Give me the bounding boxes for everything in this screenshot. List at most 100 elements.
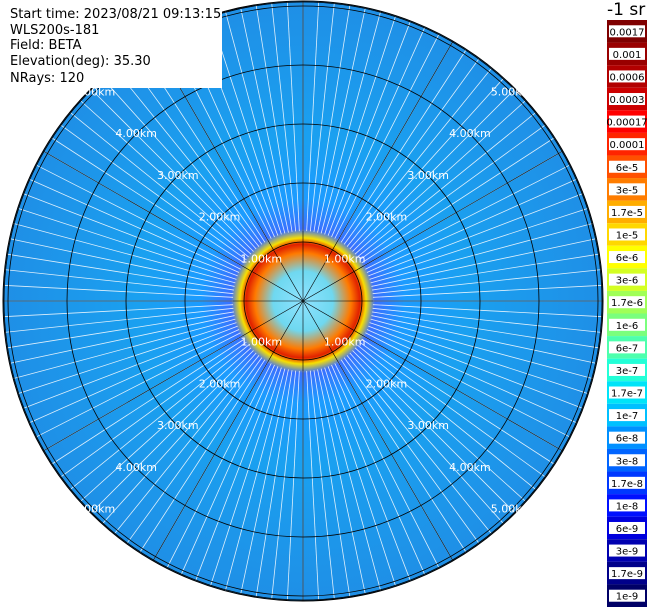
colorbar-tick-label: 0.0003	[610, 95, 645, 106]
ray-gap	[324, 15, 397, 235]
ray-gap	[22, 193, 238, 277]
colorbar-tick-label: 0.0006	[610, 72, 645, 83]
ray-gap	[166, 363, 272, 569]
azimuth-spoke	[302, 300, 563, 452]
ray-gap	[6, 253, 234, 291]
ray-gap	[372, 304, 603, 318]
ray-gap	[255, 4, 293, 232]
colorbar-tick-label: 3e-8	[616, 456, 639, 467]
colorbar-label-bg	[609, 251, 645, 264]
colorbar-label-bg	[609, 115, 645, 128]
ray-gap	[365, 164, 571, 270]
ray-gap	[313, 4, 351, 232]
colorbar-label-bg	[609, 205, 645, 218]
colorbar-tick-label: 6e-9	[616, 524, 639, 535]
ray-gap	[51, 137, 245, 264]
ray-gap	[79, 347, 252, 503]
range-ring-labels: 1.00km 1.00km 1.00km 1.00km 2.00km 2.00km 2.00…	[74, 85, 533, 515]
ray-gap	[69, 344, 249, 491]
colorbar-label-bg	[609, 70, 645, 83]
range-ring-label: 5.00km	[491, 503, 533, 516]
ray-gap	[139, 359, 266, 553]
colorbar-label-bg	[609, 318, 645, 331]
ray-gap	[320, 11, 382, 234]
range-ring-label: 3.00km	[157, 169, 199, 182]
ray-gap	[51, 338, 245, 465]
ray-gap	[35, 164, 241, 270]
colorbar-label-bg	[609, 47, 645, 60]
ray-gap	[90, 350, 254, 514]
ray-gap	[331, 26, 426, 238]
colorbar-tick-label: 6e-6	[616, 253, 639, 264]
ray-gap	[369, 322, 589, 395]
colorbar-tick-label: 0.0017	[610, 27, 645, 38]
ray-gap	[126, 357, 263, 544]
colorbar-tick-label: 1e-7	[616, 411, 639, 422]
ray-gap	[101, 352, 257, 525]
colorbar-tick-label: 3e-7	[616, 366, 639, 377]
ray-gap	[317, 369, 366, 595]
range-ring-label: 2.00km	[199, 377, 241, 390]
colorbar-label-bg	[609, 544, 645, 557]
range-ring-label: 2.00km	[366, 211, 408, 224]
colorbar-tick-label: 3e-9	[616, 547, 639, 558]
ray-gap	[357, 344, 537, 491]
info-box	[8, 6, 222, 88]
ray-gap	[3, 284, 234, 298]
colorbar-label-bg	[609, 567, 645, 580]
ray-gap	[286, 370, 300, 601]
range-ring-label: 5.00km	[74, 503, 116, 516]
colorbar-label-bg	[609, 499, 645, 512]
colorbar-tick-label: 6e-8	[616, 434, 639, 445]
ray-gap	[349, 77, 505, 250]
ray-gap	[346, 67, 493, 247]
colorbar-label-bg	[609, 363, 645, 376]
nrays-text: NRays: 120	[10, 71, 85, 86]
ray-gap	[369, 207, 589, 280]
ray-gap	[372, 311, 600, 349]
ray-gap	[60, 124, 247, 261]
ray-gap	[334, 33, 440, 239]
ray-gap	[224, 11, 286, 234]
range-ring-label: 3.00km	[407, 169, 449, 182]
ray-gap	[113, 355, 260, 535]
ray-gap	[349, 352, 505, 525]
colorbar-label-bg	[609, 296, 645, 309]
range-ring-label: 2.00km	[366, 377, 408, 390]
azimuth-spoke	[43, 300, 304, 452]
ray-gap	[286, 1, 300, 232]
ray-gap	[361, 137, 555, 264]
ray-gap	[366, 178, 578, 273]
ray-gap	[320, 368, 382, 591]
ray-gap	[324, 367, 397, 587]
colorbar-label-bg	[609, 409, 645, 422]
colorbar-tick-label: 1e-8	[616, 501, 639, 512]
range-ring-label: 4.00km	[115, 127, 157, 140]
ray-gap	[90, 88, 254, 252]
ray-gap	[6, 311, 234, 349]
colorbar-label-bg	[609, 25, 645, 38]
ray-gap	[13, 318, 236, 380]
colorbar-tick-label: 1e-5	[616, 230, 639, 241]
azimuth-spoke	[302, 41, 454, 302]
colorbar-tick-label: 3e-5	[616, 185, 639, 196]
ray-gap	[370, 222, 593, 284]
colorbar-label-bg	[609, 183, 645, 196]
ray-gap	[224, 368, 286, 591]
ray-gap	[306, 370, 320, 601]
azimuth-spoke	[302, 150, 563, 302]
ray-gap	[306, 1, 320, 232]
ray-gap	[365, 332, 571, 438]
colorbar-label-bg	[609, 454, 645, 467]
ray-gap	[372, 307, 602, 333]
ray-gap	[343, 357, 480, 544]
ray-gap	[309, 370, 335, 600]
ray-gap	[370, 318, 593, 380]
range-ring-label: 5.00km	[491, 85, 533, 98]
ray-gap	[4, 307, 234, 333]
colorbar-label-bg	[609, 386, 645, 399]
ray-gap	[368, 193, 584, 277]
colorbar-label-bg	[609, 431, 645, 444]
ray-gap	[340, 359, 467, 553]
